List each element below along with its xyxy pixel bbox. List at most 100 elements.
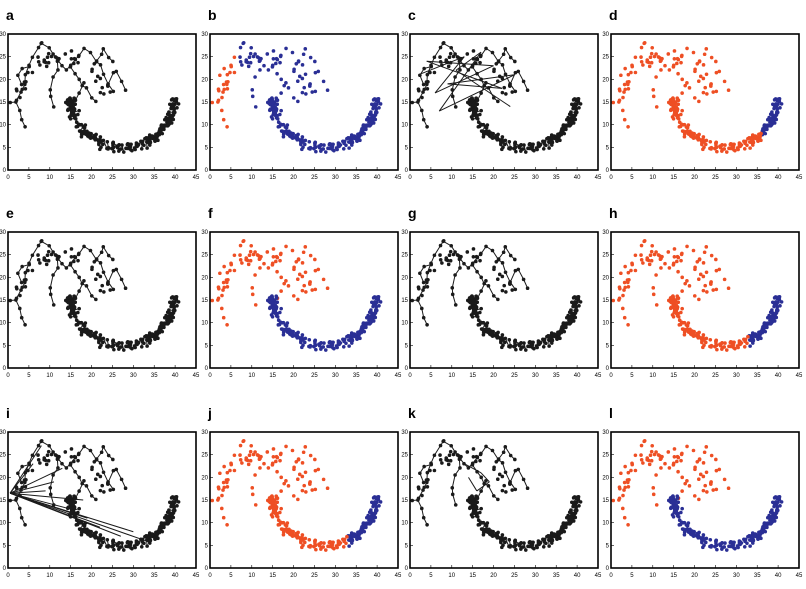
data-point — [281, 132, 286, 136]
data-point — [308, 55, 313, 60]
data-point — [774, 300, 778, 304]
data-point — [221, 480, 226, 485]
data-point — [362, 329, 367, 334]
data-point — [23, 270, 28, 275]
data-point — [490, 248, 495, 253]
data-point — [648, 253, 653, 257]
x-tick-label: 15 — [67, 573, 74, 579]
data-point — [511, 344, 516, 349]
data-point — [659, 266, 663, 270]
data-point — [272, 111, 277, 115]
data-point — [247, 253, 252, 257]
data-point — [66, 500, 71, 505]
data-point — [495, 277, 500, 282]
data-point — [374, 307, 378, 312]
x-tick-label: 10 — [448, 373, 455, 379]
data-point — [60, 63, 64, 68]
data-point — [295, 79, 300, 84]
data-point — [313, 457, 317, 462]
data-point — [652, 252, 657, 257]
data-point — [248, 60, 253, 65]
data-point — [770, 112, 775, 117]
data-point — [484, 81, 488, 85]
data-point — [117, 545, 122, 550]
data-point — [492, 267, 496, 272]
data-point — [99, 338, 103, 342]
data-point — [241, 239, 245, 244]
data-point — [78, 129, 83, 134]
data-point — [494, 62, 499, 66]
data-point — [471, 254, 476, 259]
data-point — [773, 312, 778, 317]
data-point — [508, 147, 512, 151]
x-tick-label: 5 — [27, 573, 31, 579]
data-point — [458, 68, 462, 72]
data-point — [64, 466, 69, 470]
data-point — [514, 149, 518, 154]
data-point — [279, 306, 283, 311]
data-point — [73, 469, 77, 474]
data-point — [111, 287, 116, 292]
data-point — [49, 452, 54, 457]
data-point — [19, 288, 23, 292]
data-point — [139, 537, 143, 542]
x-tick-label: 35 — [353, 175, 360, 181]
data-point — [347, 344, 351, 348]
data-point — [369, 112, 374, 117]
data-point — [270, 98, 275, 103]
x-tick-label: 30 — [532, 373, 539, 379]
data-point — [99, 538, 103, 542]
data-point — [77, 475, 82, 480]
data-point — [228, 268, 232, 273]
data-point — [297, 272, 302, 277]
data-point — [574, 307, 578, 312]
data-point — [258, 266, 262, 270]
x-tick-label: 0 — [609, 175, 613, 181]
data-point — [222, 87, 227, 92]
data-point — [277, 124, 282, 129]
data-point — [111, 70, 116, 75]
edge — [439, 74, 515, 112]
points — [8, 238, 181, 352]
data-point — [654, 105, 659, 109]
data-point — [99, 543, 103, 548]
data-point — [102, 290, 106, 294]
data-point — [16, 73, 20, 78]
data-point — [474, 96, 479, 100]
data-point — [345, 534, 349, 539]
data-point — [294, 62, 299, 66]
data-point — [139, 146, 144, 151]
data-point — [709, 84, 713, 88]
data-point — [504, 92, 508, 96]
data-point — [136, 341, 141, 345]
data-point — [416, 285, 421, 290]
data-point — [479, 306, 483, 311]
data-point — [232, 453, 237, 458]
data-point — [639, 253, 643, 257]
x-tick-label: 0 — [6, 175, 10, 181]
data-point — [72, 259, 76, 264]
data-point — [173, 495, 178, 499]
data-point — [327, 540, 332, 545]
data-point — [562, 323, 567, 328]
data-point — [274, 494, 279, 498]
data-point — [769, 315, 774, 319]
y-tick-label: 0 — [3, 566, 7, 572]
data-point — [316, 267, 321, 272]
data-point — [69, 56, 74, 61]
x-tick-label: 20 — [88, 175, 95, 181]
data-point — [106, 453, 111, 458]
y-tick-label: 25 — [0, 453, 7, 459]
data-point — [69, 506, 74, 510]
data-point — [378, 500, 383, 504]
data-point — [284, 46, 288, 51]
data-point — [16, 471, 20, 476]
data-point — [139, 344, 144, 349]
data-point — [490, 334, 495, 338]
data-point — [275, 469, 279, 474]
y-tick-label: 15 — [602, 298, 609, 304]
data-point — [429, 64, 434, 69]
